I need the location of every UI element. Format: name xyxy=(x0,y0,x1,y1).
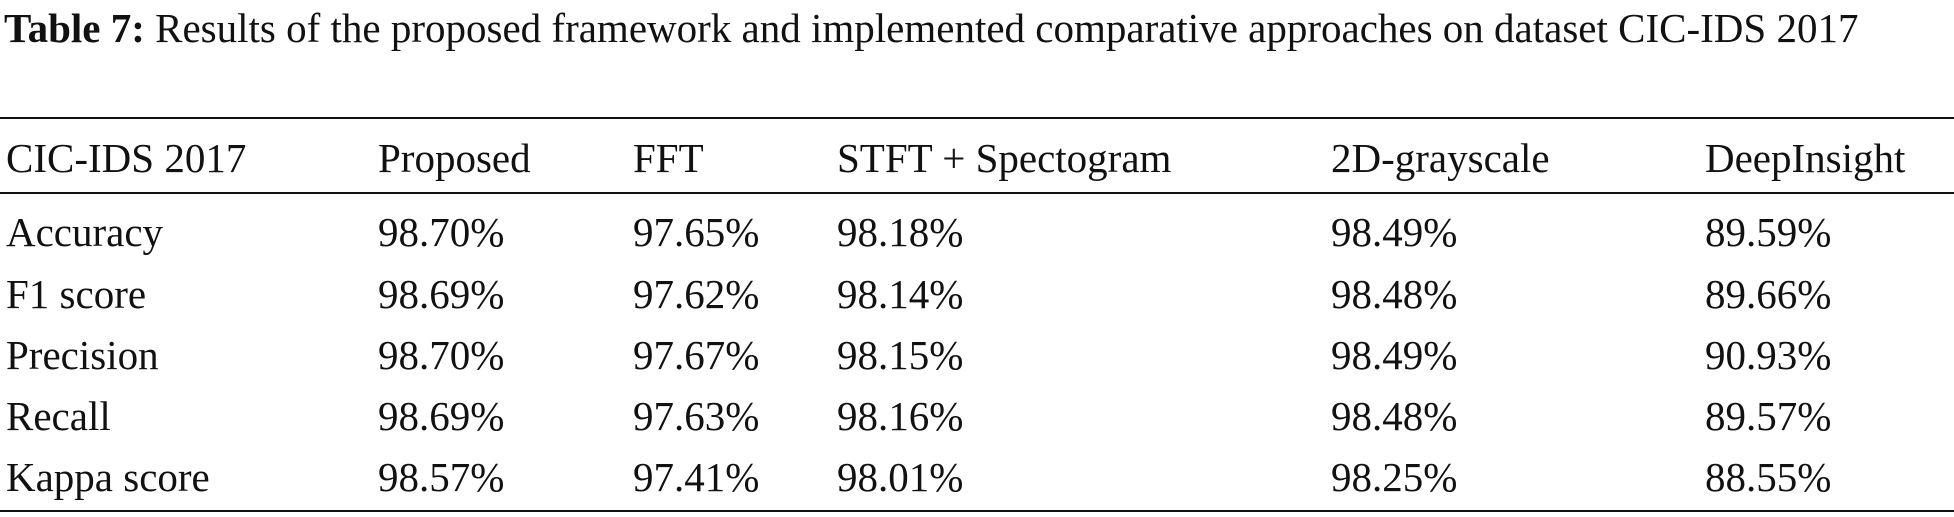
header-rule xyxy=(0,192,1954,194)
data-cell: 98.69% xyxy=(378,393,505,439)
data-cell: 98.48% xyxy=(1331,271,1458,317)
header-cell: Proposed xyxy=(378,135,531,181)
header-cell: FFT xyxy=(633,135,704,181)
data-cell: 98.48% xyxy=(1331,393,1458,439)
data-cell: 90.93% xyxy=(1705,332,1832,378)
data-cell: 89.59% xyxy=(1705,209,1832,255)
header-cell: 2D-grayscale xyxy=(1331,135,1550,181)
data-cell: 89.57% xyxy=(1705,393,1832,439)
data-cell: 98.14% xyxy=(837,271,964,317)
data-cell: 98.15% xyxy=(837,332,964,378)
row-label: Kappa score xyxy=(6,454,210,500)
row-label: Recall xyxy=(6,393,111,439)
data-cell: 97.63% xyxy=(633,393,760,439)
row-label: F1 score xyxy=(6,271,147,317)
data-cell: 97.65% xyxy=(633,209,760,255)
data-cell: 98.70% xyxy=(378,332,505,378)
data-cell: 97.41% xyxy=(633,454,760,500)
data-cell: 98.18% xyxy=(837,209,964,255)
data-cell: 89.66% xyxy=(1705,271,1832,317)
header-cell: STFT + Spectogram xyxy=(837,135,1172,181)
data-cell: 98.25% xyxy=(1331,454,1458,500)
table-caption: Table 7: Results of the proposed framewo… xyxy=(4,2,1950,54)
data-cell: 98.70% xyxy=(378,209,505,255)
data-cell: 97.62% xyxy=(633,271,760,317)
data-cell: 97.67% xyxy=(633,332,760,378)
caption-text: Results of the proposed framework and im… xyxy=(155,5,1859,51)
caption-label: Table 7: xyxy=(4,5,145,51)
data-cell: 98.49% xyxy=(1331,209,1458,255)
data-cell: 88.55% xyxy=(1705,454,1832,500)
header-cell: CIC-IDS 2017 xyxy=(6,135,247,181)
top-rule xyxy=(0,117,1954,119)
data-cell: 98.01% xyxy=(837,454,964,500)
bottom-rule xyxy=(0,510,1954,512)
data-cell: 98.16% xyxy=(837,393,964,439)
data-cell: 98.57% xyxy=(378,454,505,500)
data-cell: 98.69% xyxy=(378,271,505,317)
row-label: Precision xyxy=(6,332,159,378)
header-cell: DeepInsight xyxy=(1705,135,1906,181)
row-label: Accuracy xyxy=(6,209,164,255)
data-cell: 98.49% xyxy=(1331,332,1458,378)
